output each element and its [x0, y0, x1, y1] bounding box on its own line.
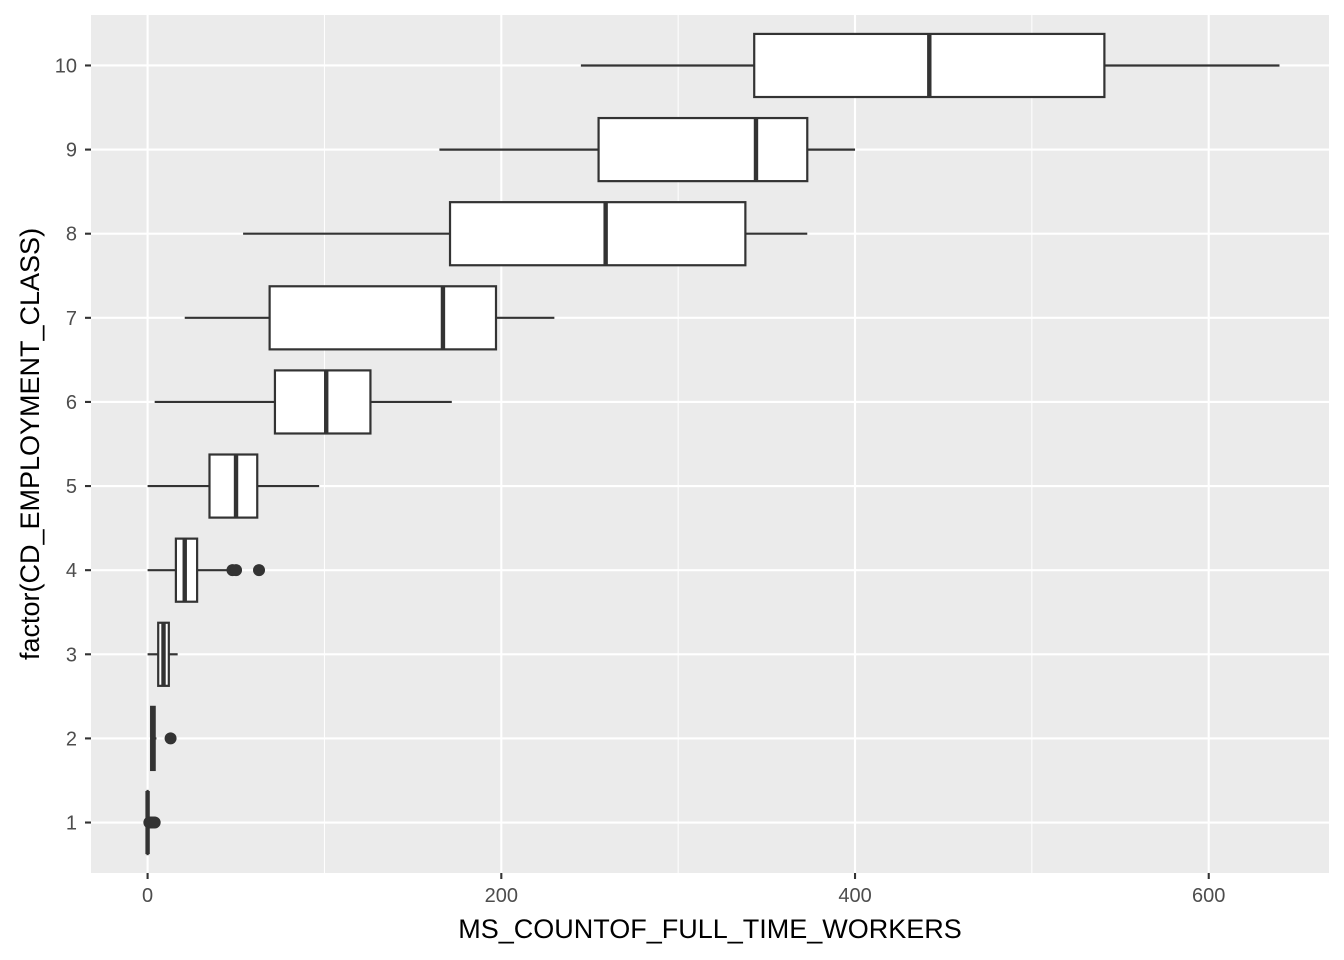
box-2 — [150, 705, 177, 772]
outlier-point — [164, 732, 177, 745]
box-iqr — [273, 369, 372, 435]
y-tick-label: 8 — [66, 224, 77, 246]
box-7 — [184, 285, 555, 351]
box-6 — [154, 369, 452, 435]
boxes-layer — [143, 32, 1280, 856]
box-1 — [143, 789, 161, 856]
box-iqr — [597, 116, 809, 183]
x-tick-label: 200 — [485, 885, 518, 907]
y-tick-label: 5 — [66, 476, 77, 498]
outlier-point — [230, 564, 243, 577]
box-10 — [580, 32, 1280, 99]
outlier-point — [253, 564, 266, 577]
x-tick-label: 600 — [1192, 885, 1225, 907]
outlier-point — [148, 816, 161, 829]
box-4 — [147, 537, 266, 603]
axis-ticks — [85, 64, 1210, 879]
y-tick-label: 3 — [66, 644, 77, 666]
y-tick-label: 6 — [66, 392, 77, 414]
box-5 — [147, 453, 320, 519]
axis-tick-labels: 0 200 400 600 1 2 3 4 5 6 7 8 9 10 — [55, 55, 1226, 907]
y-tick-label: 2 — [66, 728, 77, 750]
y-axis-title: factor(CD_EMPLOYMENT_CLASS) — [15, 228, 45, 660]
box-iqr — [208, 453, 259, 519]
box-iqr — [448, 201, 747, 267]
box-3 — [147, 621, 178, 687]
y-tick-label: 7 — [66, 308, 77, 330]
box-8 — [243, 201, 808, 267]
box-iqr — [268, 285, 498, 351]
y-tick-label: 4 — [66, 560, 77, 582]
y-tick-label: 9 — [66, 140, 77, 162]
y-tick-label: 10 — [55, 55, 77, 77]
x-tick-label: 0 — [142, 885, 153, 907]
x-tick-label: 400 — [838, 885, 871, 907]
box-9 — [439, 116, 856, 183]
x-axis-title: MS_COUNTOF_FULL_TIME_WORKERS — [458, 914, 962, 944]
y-tick-label: 1 — [66, 813, 77, 835]
